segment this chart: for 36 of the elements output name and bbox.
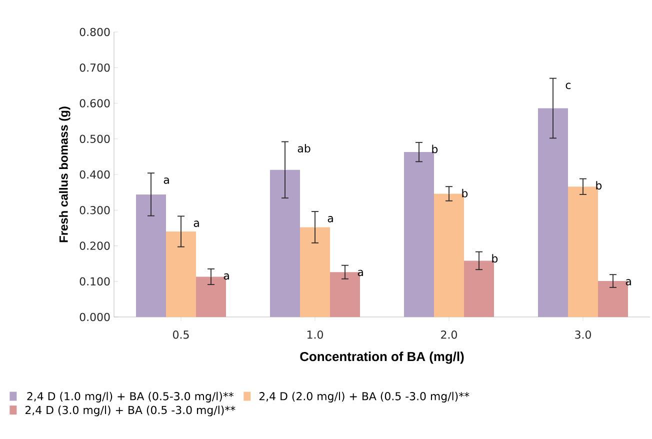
y-tick-label: 0.600 [80, 99, 110, 108]
bar [404, 152, 434, 317]
data-label: b [492, 254, 498, 263]
legend-label: 2,4 D (2.0 mg/l) + BA (0.5 -3.0 mg/l)** [259, 392, 470, 402]
data-label: a [194, 220, 199, 227]
data-label: a [224, 273, 229, 280]
y-axis-title: Fresh callus bomass (g) [59, 106, 70, 242]
x-tick-label: 0.5 [173, 330, 189, 339]
y-tick-label: 0.400 [80, 170, 110, 179]
data-label: a [164, 178, 169, 184]
bar [300, 227, 330, 317]
bar [136, 194, 166, 317]
y-tick-label: 0.300 [80, 206, 110, 214]
y-tick-label: 0.700 [80, 63, 110, 72]
x-tick-label: 1.0 [307, 330, 323, 339]
data-label: b [462, 188, 468, 198]
bar [538, 108, 568, 317]
data-label: c [566, 82, 571, 90]
data-label: a [626, 279, 631, 286]
x-tick-label: 2.0 [441, 330, 457, 339]
y-tick-label: 0.800 [80, 28, 110, 36]
y-tick-label: 0.000 [80, 312, 110, 322]
y-tick-label: 0.100 [80, 277, 110, 286]
legend-label: 2,4 D (3.0 mg/l) + BA (0.5 -3.0 mg/l)** [25, 406, 236, 416]
x-tick-label: 3.0 [575, 330, 591, 339]
legend-label: 2,4 D (1.0 mg/l) + BA (0.5-3.0 mg/l)** [27, 392, 234, 402]
data-label: ab [298, 144, 310, 153]
data-label: b [432, 144, 438, 154]
data-label: b [596, 181, 602, 190]
data-label: a [358, 270, 363, 276]
bar [166, 231, 196, 317]
data-label: a [328, 216, 333, 222]
x-axis-title: Concentration of BA (mg/l) [300, 352, 464, 364]
y-tick-label: 0.200 [80, 242, 110, 250]
y-tick-label: 0.500 [80, 134, 110, 144]
bar [270, 170, 300, 317]
